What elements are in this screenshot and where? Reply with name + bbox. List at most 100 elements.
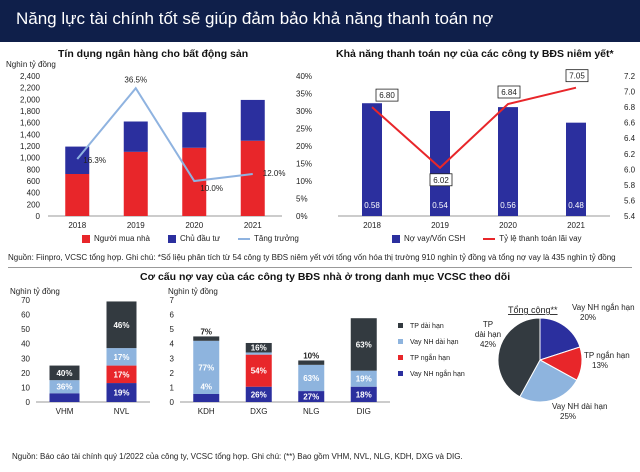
chart3b-unit: Nghìn tỷ đồng bbox=[168, 287, 218, 296]
legend-debt-equity: Nợ vay/Vốn CSH bbox=[404, 234, 466, 243]
chart3-title: Cơ cấu nợ vay của các công ty BĐS nhà ở … bbox=[140, 271, 511, 283]
chart3b-bar-segment bbox=[245, 354, 272, 387]
chart3-legend-label: TP dài hạn bbox=[410, 323, 444, 330]
chart2-y2tick-label: 6.6 bbox=[624, 119, 636, 128]
legend-interest-coverage: Tỷ lệ thanh toán lãi vay bbox=[499, 234, 582, 243]
chart3a-bar-segment bbox=[106, 301, 137, 349]
chart1-ytick-label: 1,400 bbox=[20, 130, 41, 139]
chart3b-bar-segment bbox=[245, 342, 272, 353]
chart3b-ytick-label: 2 bbox=[170, 369, 175, 378]
chart2-y2tick-label: 6.2 bbox=[624, 150, 636, 159]
chart3b-bar-label: 19% bbox=[356, 375, 372, 384]
chart1-y2tick-label: 15% bbox=[296, 160, 312, 169]
chart1-xtick-label: 2018 bbox=[68, 221, 86, 230]
legend-developers: Chủ đầu tư bbox=[179, 234, 221, 243]
chart3b-bar-segment bbox=[350, 386, 377, 402]
chart3b-ytick-label: 1 bbox=[170, 383, 175, 392]
chart1-y2tick-label: 25% bbox=[296, 125, 312, 134]
chart2-bar-debt-equity bbox=[566, 122, 586, 216]
pie-label-name: TP bbox=[483, 320, 493, 329]
chart1-ytick-label: 2,000 bbox=[20, 95, 41, 104]
pie-label-name: dài hạn bbox=[475, 330, 501, 339]
chart3a-ytick-label: 60 bbox=[21, 311, 30, 320]
chart3b-xtick-label: KDH bbox=[198, 407, 215, 416]
pie-label-pct: 25% bbox=[560, 412, 576, 421]
chart3b-bar-label: 26% bbox=[251, 390, 267, 399]
chart2-value-box bbox=[497, 85, 521, 99]
chart1-y2tick-label: 30% bbox=[296, 107, 312, 116]
chart3b-xtick-label: NLG bbox=[303, 407, 319, 416]
chart3a-xtick-label: NVL bbox=[114, 407, 130, 416]
legend-line-growth bbox=[238, 237, 251, 240]
chart2-bar-label: 0.56 bbox=[500, 201, 516, 210]
chart3a-xtick-label: VHM bbox=[56, 407, 74, 416]
pie-label-pct: 20% bbox=[580, 313, 596, 322]
chart3-legend-label: Vay NH dài hạn bbox=[410, 339, 459, 346]
chart2-legend: Nợ vay/Vốn CSH Tỷ lệ thanh toán lãi vay bbox=[392, 234, 582, 243]
chart1-y2tick-label: 35% bbox=[296, 90, 312, 99]
chart2-y2tick-label: 6.0 bbox=[624, 165, 636, 174]
chart2-xtick-label: 2021 bbox=[567, 221, 585, 230]
chart3-legend-swatch bbox=[398, 323, 403, 328]
chart3b-ytick-label: 5 bbox=[170, 325, 175, 334]
chart3a-bar-label: 46% bbox=[113, 321, 129, 330]
pie-label-name: Vay NH dài hạn bbox=[552, 402, 607, 411]
chart3a-bar-segment bbox=[106, 383, 137, 402]
chart1-bar-developers bbox=[123, 121, 148, 152]
chart3b-bar-label: 63% bbox=[356, 340, 372, 349]
chart2-xtick-label: 2018 bbox=[363, 221, 381, 230]
chart2-y2tick-label: 6.8 bbox=[624, 103, 636, 112]
chart2-y2tick-label: 5.8 bbox=[624, 181, 636, 190]
chart3b-bar-label: 18% bbox=[356, 390, 372, 399]
chart3b-bar-label: 27% bbox=[303, 393, 319, 402]
chart3b-bar-segment bbox=[298, 391, 325, 402]
chart3b-bar-segment bbox=[298, 364, 325, 392]
chart2-value-label: 6.02 bbox=[433, 176, 449, 185]
chart1-ytick-label: 1,600 bbox=[20, 119, 41, 128]
chart2-value-box bbox=[565, 69, 589, 83]
chart3b-bar-segment bbox=[193, 393, 220, 402]
pie-slice bbox=[497, 317, 541, 398]
chart3b-bar-segment bbox=[193, 340, 220, 394]
chart2-value-label: 6.84 bbox=[501, 88, 517, 97]
chart3b-bar-label: 7% bbox=[200, 327, 212, 336]
chart1-ytick-label: 1,000 bbox=[20, 154, 41, 163]
chart3b-ytick-label: 7 bbox=[170, 296, 175, 305]
chart3a-ytick-label: 70 bbox=[21, 296, 30, 305]
chart3b-xtick-label: DIG bbox=[357, 407, 371, 416]
chart3b-bar-label: 10% bbox=[303, 351, 319, 360]
chart2-bar-label: 0.54 bbox=[432, 201, 448, 210]
chart2-xtick-label: 2020 bbox=[499, 221, 517, 230]
chart2-coverage-line bbox=[371, 86, 577, 170]
chart3b-ytick-label: 4 bbox=[170, 340, 175, 349]
chart1-growth-label: 12.0% bbox=[263, 169, 286, 178]
chart3b-bar-segment bbox=[350, 318, 377, 371]
chart2-bar-debt-equity bbox=[362, 103, 382, 216]
chart3a-ytick-label: 50 bbox=[21, 325, 30, 334]
chart3-legend-label: TP ngắn hạn bbox=[410, 353, 450, 362]
chart3a-ytick-label: 20 bbox=[21, 369, 30, 378]
chart2-bar-label: 0.58 bbox=[364, 201, 380, 210]
chart1-y2tick-label: 40% bbox=[296, 72, 312, 81]
chart1-ytick-label: 2,400 bbox=[20, 72, 41, 81]
chart1-xtick-label: 2019 bbox=[127, 221, 145, 230]
chart3b-bar-segment bbox=[245, 352, 272, 355]
chart2-y2tick-label: 6.4 bbox=[624, 134, 636, 143]
chart2-value-label: 7.05 bbox=[569, 72, 585, 81]
chart2-value-box bbox=[429, 173, 453, 187]
chart1-bar-home-buyers bbox=[240, 140, 265, 216]
chart1-y2tick-label: 5% bbox=[296, 195, 308, 204]
pie-label-pct: 42% bbox=[480, 340, 496, 349]
pie-slice bbox=[539, 317, 581, 361]
chart3a-bar-segment bbox=[49, 380, 80, 394]
chart1-ytick-label: 2,200 bbox=[20, 84, 41, 93]
chart2-value-box bbox=[375, 88, 399, 102]
legend-swatch-debt-equity bbox=[392, 234, 400, 243]
chart1-growth-label: 10.0% bbox=[200, 184, 223, 193]
chart3a-ytick-label: 0 bbox=[26, 398, 31, 407]
chart3a-bar-segment bbox=[106, 365, 137, 384]
chart3a-bar-label: 17% bbox=[113, 353, 129, 362]
pie-label-name: TP ngắn hạn bbox=[584, 351, 630, 360]
